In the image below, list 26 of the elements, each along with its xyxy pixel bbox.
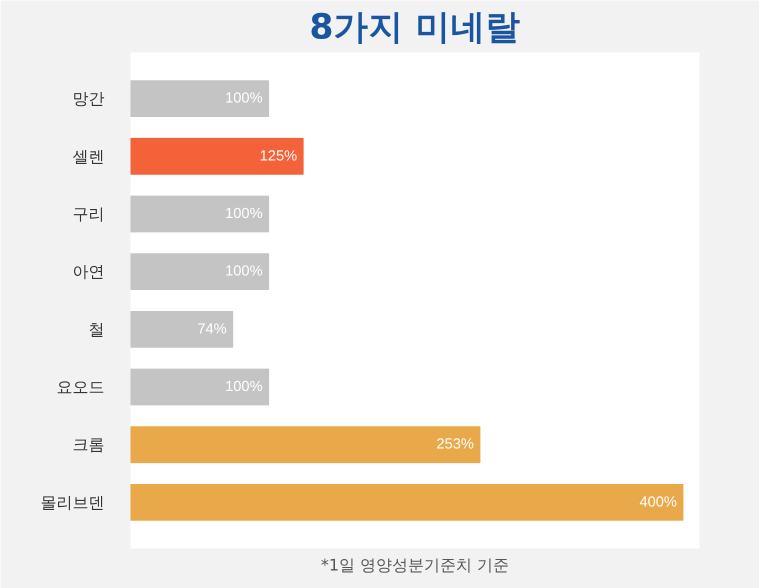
y-tick-label: 구리 [72, 204, 104, 224]
bar [130, 138, 304, 175]
y-tick-label: 철 [88, 320, 104, 339]
y-tick-label: 크롬 [72, 435, 104, 454]
bar [130, 484, 684, 521]
y-tick-label: 몰리브덴 [40, 492, 104, 512]
data-label: 125% [260, 148, 298, 164]
y-tick-label: 망간 [72, 89, 104, 108]
bar [130, 310, 234, 348]
y-tick-label: 요오드 [56, 378, 104, 397]
bar [130, 368, 270, 406]
data-label: 100% [225, 264, 263, 280]
y-tick-label: 아연 [72, 262, 104, 282]
bar [130, 80, 270, 118]
bar [130, 196, 270, 232]
bar [130, 426, 480, 464]
chart-title: 8가지 미네랄 [309, 8, 521, 48]
text: *1일 영양성분기준치 기준 [320, 556, 510, 574]
data-label: 253% [436, 436, 474, 453]
data-label: 400% [639, 494, 677, 510]
data-label: 74% [197, 321, 227, 338]
y-tick-label: 셀렌 [72, 146, 104, 166]
data-label: 100% [225, 206, 263, 222]
bar [130, 253, 270, 290]
data-label: 100% [225, 379, 263, 396]
data-label: 100% [225, 90, 263, 107]
